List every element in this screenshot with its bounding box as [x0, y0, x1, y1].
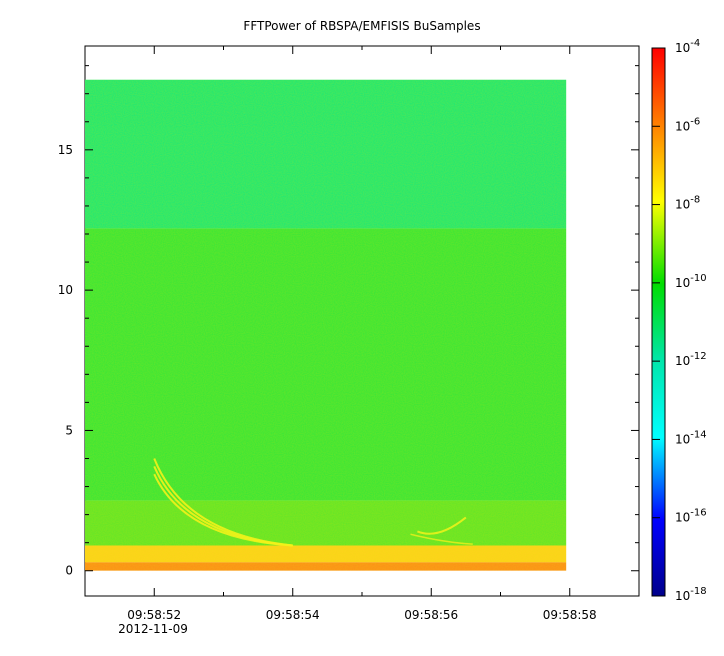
colorbar-tick-base: 10 [675, 119, 690, 133]
x-tick-label: 09:58:52 [127, 608, 181, 622]
colorbar-tick-base: 10 [675, 41, 690, 55]
x-axis-date-label: 2012-11-09 [118, 622, 188, 636]
y-axis: 0 5 10 15 [58, 65, 639, 578]
colorbar-tick-exponent: -12 [690, 351, 706, 362]
spectrogram-data [85, 79, 567, 571]
y-tick-label: 10 [58, 283, 73, 297]
y-tick-label: 5 [65, 423, 73, 437]
colorbar-tick-exponent: -14 [690, 429, 706, 440]
whistler-trace-short-2 [410, 533, 473, 545]
colorbar-gradient [651, 47, 666, 597]
colorbar-tick-exponent: -16 [690, 508, 706, 519]
colorbar-tick-label: 10-6 [675, 116, 700, 133]
colorbar-tick-base: 10 [675, 589, 690, 603]
colorbar-tick-base: 10 [675, 511, 690, 525]
colorbar-tick-label: 10-16 [675, 508, 707, 525]
y-tick-label: 15 [58, 143, 73, 157]
colorbar-tick-base: 10 [675, 354, 690, 368]
chart-title: FFTPower of RBSPA/EMFISIS BuSamples [243, 19, 480, 33]
colorbar-tick-label: 10-18 [675, 586, 707, 603]
colorbar-tick-exponent: -8 [690, 195, 700, 206]
colorbar-tick-base: 10 [675, 198, 690, 212]
colorbar-tick-label: 10-10 [675, 273, 707, 290]
spectrogram-bands [85, 79, 567, 571]
x-tick-label: 09:58:58 [543, 608, 597, 622]
whistler-trace-2 [153, 473, 293, 547]
colorbar-tick-exponent: -18 [690, 586, 706, 597]
colorbar-tick-exponent: -10 [690, 273, 706, 284]
colorbar-tick-label: 10-4 [675, 38, 700, 55]
x-axis: 09:58:52 09:58:54 09:58:56 09:58:58 [84, 46, 640, 622]
colorbar-tick-label: 10-12 [675, 351, 707, 368]
colorbar-tick-exponent: -4 [690, 38, 700, 49]
colorbar-tick-label: 10-14 [675, 429, 707, 446]
colorbar-tick-exponent: -6 [690, 116, 700, 127]
x-tick-label: 09:58:54 [266, 608, 320, 622]
y-tick-label: 0 [65, 564, 73, 578]
colorbar-tick-base: 10 [675, 276, 690, 290]
colorbar-tick-label: 10-8 [675, 195, 700, 212]
x-tick-label: 09:58:56 [404, 608, 458, 622]
colorbar-tick-base: 10 [675, 432, 690, 446]
spectrogram-texture [85, 79, 567, 571]
whistler-trace-short [417, 516, 467, 535]
